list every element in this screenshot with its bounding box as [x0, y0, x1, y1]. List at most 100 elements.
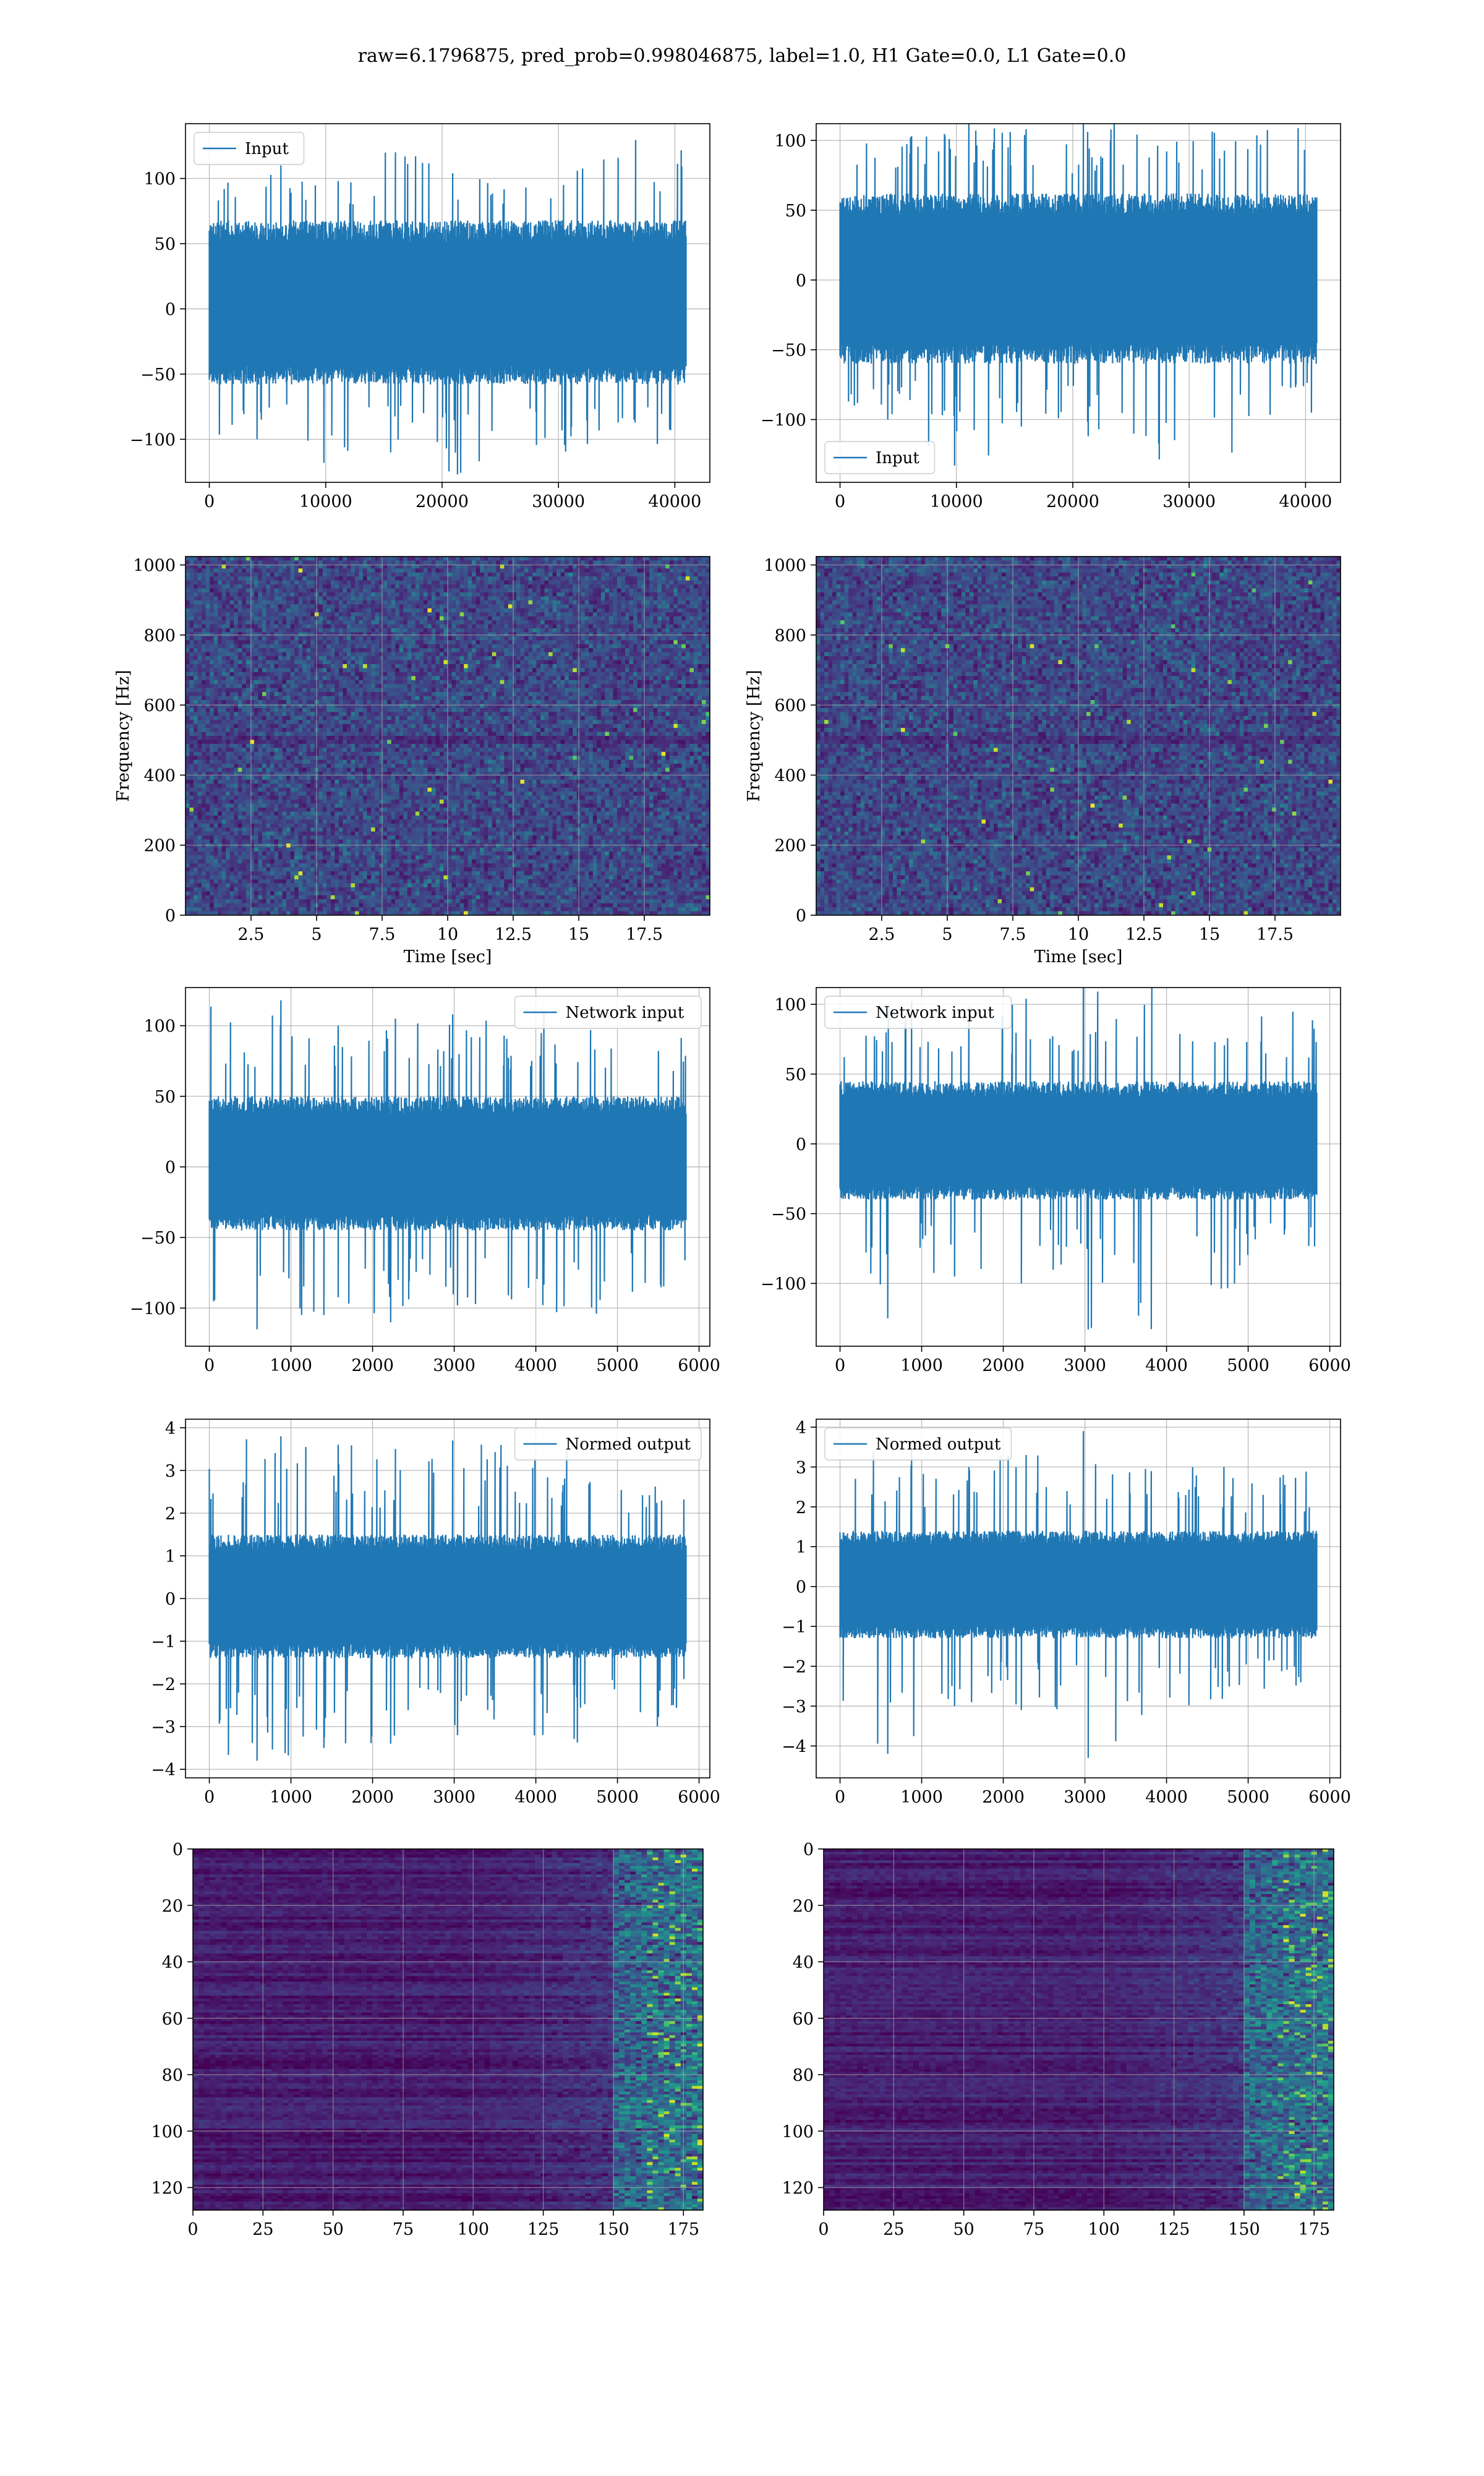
- heatmap-cell: [686, 573, 690, 577]
- heatmap-cell: [472, 632, 476, 636]
- heatmap-cell: [278, 557, 283, 561]
- heatmap-cell: [585, 625, 589, 629]
- heatmap-cell: [673, 608, 678, 613]
- heatmap-cell: [307, 557, 311, 561]
- heatmap-cell: [697, 628, 702, 633]
- heatmap-cell: [262, 592, 267, 597]
- heatmap-cell: [694, 648, 698, 652]
- heatmap-cell: [258, 644, 262, 649]
- heatmap-cell: [480, 596, 484, 600]
- heatmap-cell: [226, 656, 230, 660]
- heatmap-cell: [218, 672, 222, 677]
- heatmap-cell: [662, 628, 666, 633]
- heatmap-cell: [528, 632, 532, 636]
- heatmap-cell: [222, 596, 226, 600]
- heatmap-cell: [472, 680, 476, 685]
- heatmap-cell: [371, 636, 375, 641]
- heatmap-cell: [665, 625, 670, 629]
- heatmap-cell: [492, 644, 497, 649]
- heatmap-cell: [359, 636, 363, 641]
- heatmap-cell: [206, 680, 210, 685]
- heatmap-cell: [286, 700, 291, 704]
- heatmap-cell: [662, 557, 666, 561]
- heatmap-cell: [625, 617, 629, 621]
- heatmap-cell: [665, 581, 670, 585]
- heatmap-cell: [302, 625, 307, 629]
- heatmap-cell: [375, 700, 380, 704]
- heatmap-cell: [537, 600, 541, 605]
- heatmap-cell: [456, 688, 460, 693]
- heatmap-cell: [299, 632, 303, 636]
- heatmap-cell: [694, 573, 698, 577]
- heatmap-cell: [532, 604, 537, 608]
- heatmap-cell: [593, 617, 597, 621]
- heatmap-cell: [629, 680, 634, 685]
- heatmap-cell: [561, 696, 565, 701]
- heatmap-cell: [472, 589, 476, 593]
- heatmap-cell: [694, 557, 698, 561]
- heatmap-cell: [561, 648, 565, 652]
- heatmap-cell: [492, 584, 497, 589]
- heatmap-cell: [537, 696, 541, 701]
- heatmap-cell: [440, 660, 444, 665]
- heatmap-cell: [488, 644, 492, 649]
- heatmap-cell: [242, 664, 246, 668]
- heatmap-cell: [310, 596, 315, 600]
- heatmap-cell: [294, 625, 299, 629]
- heatmap-cell: [448, 568, 452, 573]
- heatmap-cell: [399, 596, 404, 600]
- heatmap-cell: [218, 648, 222, 652]
- heatmap-cell: [379, 656, 383, 660]
- heatmap-cell: [242, 584, 246, 589]
- heatmap-cell: [202, 664, 206, 668]
- heatmap-cell: [561, 604, 565, 608]
- heatmap-cell: [379, 652, 383, 657]
- heatmap-cell: [593, 557, 597, 561]
- heatmap-cell: [540, 592, 545, 597]
- heatmap-cell: [275, 632, 279, 636]
- heatmap-cell: [670, 668, 674, 672]
- heatmap-cell: [399, 568, 404, 573]
- heatmap-cell: [548, 656, 553, 660]
- heatmap-cell: [286, 608, 291, 613]
- heatmap-cell: [194, 660, 198, 665]
- heatmap-cell: [307, 648, 311, 652]
- heatmap-cell: [198, 656, 202, 660]
- heatmap-cell: [218, 596, 222, 600]
- heatmap-cell: [464, 656, 468, 660]
- heatmap-cell: [492, 600, 497, 605]
- heatmap-cell: [480, 628, 484, 633]
- heatmap-cell: [278, 660, 283, 665]
- heatmap-cell: [335, 596, 339, 600]
- heatmap-cell: [464, 568, 468, 573]
- heatmap-cell: [379, 648, 383, 652]
- heatmap-cell: [646, 568, 650, 573]
- heatmap-cell: [625, 696, 629, 701]
- heatmap-cell: [605, 640, 609, 644]
- heatmap-cell: [702, 640, 706, 644]
- heatmap-cell: [496, 676, 500, 680]
- heatmap-cell: [383, 656, 388, 660]
- heatmap-cell: [573, 684, 577, 688]
- heatmap-cell: [432, 664, 436, 668]
- heatmap-cell: [464, 617, 468, 621]
- heatmap-cell: [226, 648, 230, 652]
- heatmap-cell: [629, 596, 634, 600]
- heatmap-cell: [278, 628, 283, 633]
- heatmap-cell: [307, 644, 311, 649]
- heatmap-cell: [629, 684, 634, 688]
- heatmap-cell: [359, 617, 363, 621]
- heatmap-cell: [270, 557, 275, 561]
- heatmap-cell: [545, 696, 549, 701]
- heatmap-cell: [681, 680, 686, 685]
- heatmap-cell: [621, 592, 625, 597]
- heatmap-cell: [343, 660, 347, 665]
- heatmap-cell: [561, 632, 565, 636]
- heatmap-cell: [242, 676, 246, 680]
- heatmap-cell: [601, 576, 605, 581]
- heatmap-cell: [355, 584, 359, 589]
- heatmap-cell: [641, 628, 646, 633]
- heatmap-cell: [625, 581, 629, 585]
- heatmap-cell: [689, 576, 694, 581]
- heatmap-cell: [448, 688, 452, 693]
